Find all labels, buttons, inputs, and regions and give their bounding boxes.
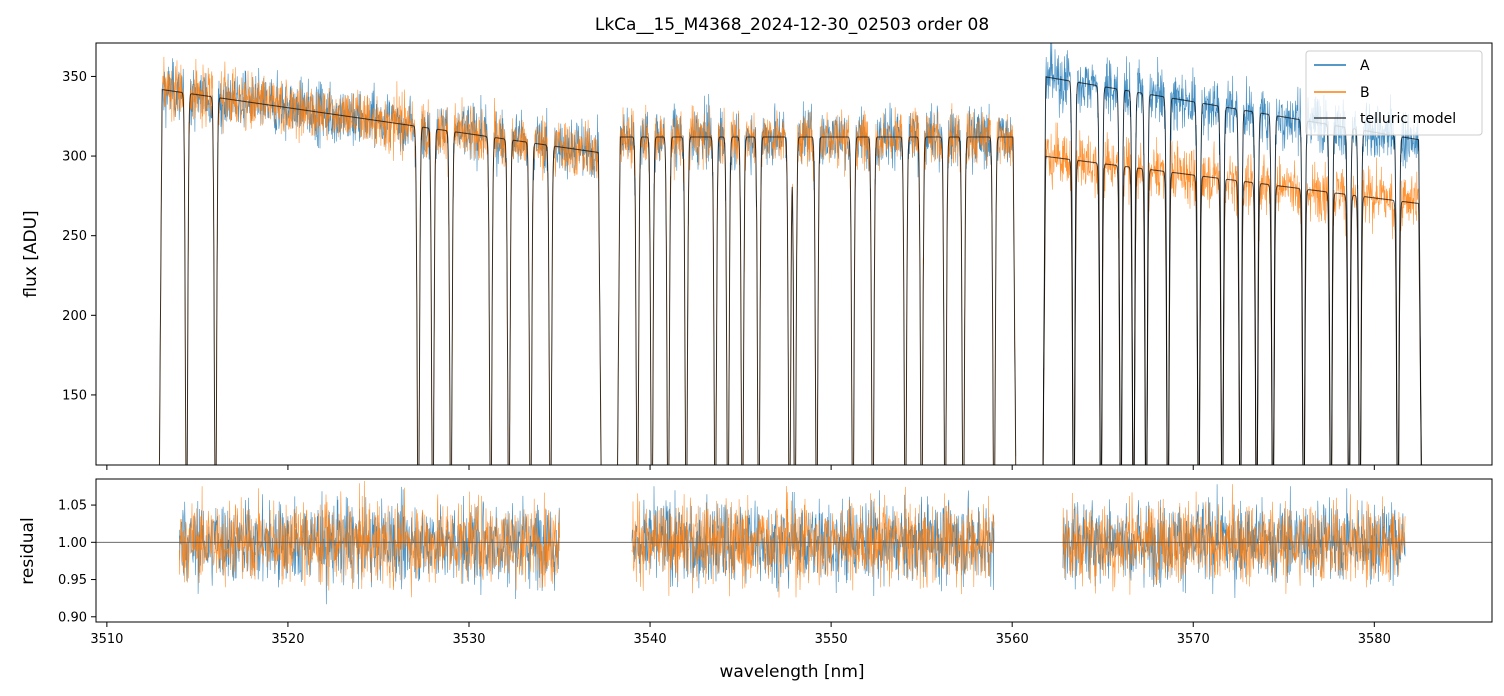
flux-y-tick-label: 250 — [62, 229, 87, 244]
residual-panel: 0.90 0.95 1.00 1.05 3510 3520 3530 3540 3550 356… — [18, 478, 1493, 682]
flux-y-tick-label: 350 — [62, 70, 87, 85]
residual-x-tick-label: 3580 — [1358, 632, 1391, 647]
flux-y-ticks: 150 200 250 300 350 — [62, 70, 96, 403]
residual-series-b-line — [1062, 484, 1406, 595]
residual-y-ticks: 0.90 0.95 1.00 1.05 — [58, 499, 96, 625]
flux-y-tick-label: 200 — [62, 309, 87, 324]
flux-plot-area — [158, 43, 1422, 465]
residual-series-b-line — [179, 480, 560, 598]
residual-series-b-line — [631, 486, 995, 598]
residual-x-tick-label: 3540 — [634, 632, 667, 647]
flux-y-tick-label: 150 — [62, 388, 87, 403]
legend-box — [1305, 50, 1483, 136]
residual-series-a-line — [1062, 484, 1406, 599]
flux-y-tick-label: 300 — [62, 150, 87, 165]
residual-axes-frame — [95, 478, 1493, 623]
legend-label-model: telluric model — [1360, 111, 1456, 127]
flux-series-b-line — [159, 56, 602, 465]
telluric-model-line-b — [1042, 155, 1422, 465]
residual-x-tick-label: 3510 — [90, 632, 123, 647]
residual-x-tick-label: 3570 — [1177, 632, 1210, 647]
x-axis-label: wavelength [nm] — [719, 662, 864, 682]
residual-plot-area — [96, 480, 1492, 605]
telluric-model-line — [617, 136, 1017, 465]
residual-x-tick-label: 3530 — [452, 632, 485, 647]
residual-y-label: residual — [18, 517, 38, 584]
legend: A B telluric model — [1305, 50, 1483, 136]
flux-panel: 150 200 250 300 350 flux [ADU] A B telluric … — [21, 42, 1493, 470]
residual-x-tick-label: 3520 — [271, 632, 304, 647]
chart-title: LkCa__15_M4368_2024-12-30_02503 order 08 — [595, 15, 989, 35]
residual-x-tick-label: 3550 — [815, 632, 848, 647]
flux-axes-frame — [95, 42, 1493, 466]
telluric-model-line — [158, 88, 602, 465]
flux-y-label: flux [ADU] — [21, 210, 41, 297]
residual-x-tick-label: 3560 — [996, 632, 1029, 647]
residual-y-tick-label: 0.90 — [58, 610, 87, 625]
residual-x-ticks: 3510 3520 3530 3540 3550 3560 3570 3580 — [90, 622, 1391, 647]
legend-label-a: A — [1360, 58, 1370, 74]
flux-x-ticks — [106, 465, 1375, 470]
legend-label-b: B — [1360, 85, 1370, 101]
residual-y-tick-label: 0.95 — [58, 573, 87, 588]
residual-y-tick-label: 1.05 — [58, 499, 87, 514]
residual-y-tick-label: 1.00 — [58, 536, 87, 551]
